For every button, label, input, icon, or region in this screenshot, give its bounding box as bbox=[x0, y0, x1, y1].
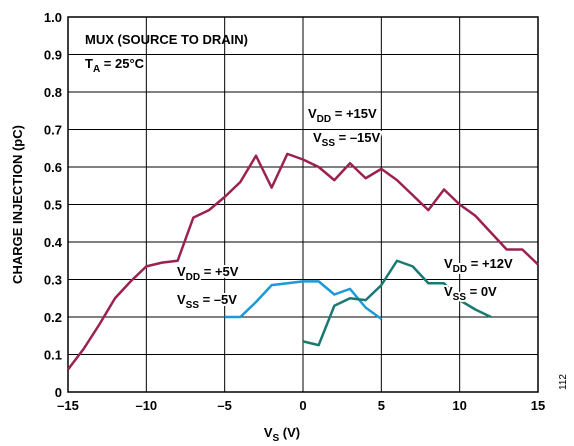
chart-subtitle-main: T bbox=[85, 56, 93, 71]
figure-number: 112 bbox=[558, 374, 569, 390]
annotation-main: V bbox=[444, 256, 453, 271]
data-line bbox=[302, 259, 492, 347]
annotation-sub: DD bbox=[317, 114, 331, 125]
annotation: VSS = –5V bbox=[177, 292, 237, 311]
plot-frame bbox=[67, 16, 539, 393]
annotation: VDD = +15V bbox=[308, 106, 377, 125]
annotation-sub: SS bbox=[186, 300, 200, 311]
y-tick-label: 1.0 bbox=[44, 10, 62, 25]
y-tick-label: 0.4 bbox=[44, 235, 63, 250]
chart-subtitle-sub: A bbox=[93, 64, 100, 75]
annotation-sub: DD bbox=[186, 272, 200, 283]
y-tick-label: 0.3 bbox=[44, 273, 62, 288]
annotation-main: V bbox=[308, 106, 317, 121]
y-tick-label: 0.1 bbox=[44, 348, 62, 363]
x-tick-label: –15 bbox=[57, 398, 79, 413]
x-tick-label: 15 bbox=[531, 398, 545, 413]
y-tick-label: 0.8 bbox=[44, 85, 62, 100]
chart-subtitle-rest: = 25°C bbox=[100, 56, 144, 71]
x-tick-label: –5 bbox=[217, 398, 231, 413]
data-line bbox=[224, 280, 383, 320]
x-tick-label: –10 bbox=[135, 398, 157, 413]
chart-title: MUX (SOURCE TO DRAIN) bbox=[85, 32, 248, 47]
annotation-rest: = +15V bbox=[331, 106, 377, 121]
x-tick-label: 10 bbox=[452, 398, 466, 413]
y-axis-label: CHARGE INJECTION (pC) bbox=[10, 125, 25, 284]
x-tick-label: 5 bbox=[378, 398, 385, 413]
annotation-main: V bbox=[177, 264, 186, 279]
x-axis-label-main: V bbox=[264, 425, 273, 440]
annotation-sub: SS bbox=[322, 138, 336, 149]
annotation-rest: = –15V bbox=[335, 130, 381, 145]
y-tick-label: 0.2 bbox=[44, 310, 62, 325]
annotation-rest: = +5V bbox=[200, 264, 239, 279]
annotation-main: V bbox=[177, 292, 186, 307]
annotation-sub: DD bbox=[453, 264, 467, 275]
annotation: VDD = +12V bbox=[444, 256, 513, 275]
y-tick-label: 0.6 bbox=[44, 160, 62, 175]
annotation-main: V bbox=[444, 284, 453, 299]
annotation-sub: SS bbox=[453, 292, 467, 303]
y-tick-label: 0.7 bbox=[44, 123, 62, 138]
annotation: VDD = +5V bbox=[177, 264, 239, 283]
y-tick-label: 0 bbox=[55, 385, 62, 400]
y-tick-label: 0.5 bbox=[44, 198, 62, 213]
chart-subtitle: TA = 25°C bbox=[85, 56, 145, 75]
x-axis-label: VS (V) bbox=[264, 425, 300, 444]
x-axis-label-sub: S bbox=[273, 433, 280, 444]
annotation-main: V bbox=[313, 130, 322, 145]
annotation: VSS = –15V bbox=[313, 130, 381, 149]
annotation-rest: = 0V bbox=[466, 284, 497, 299]
y-tick-label: 0.9 bbox=[44, 48, 62, 63]
x-axis-label-rest: (V) bbox=[279, 425, 300, 440]
data-line bbox=[67, 152, 539, 371]
annotation-rest: = –5V bbox=[199, 292, 237, 307]
annotation-rest: = +12V bbox=[467, 256, 513, 271]
x-tick-label: 0 bbox=[299, 398, 306, 413]
annotation: VSS = 0V bbox=[444, 284, 497, 303]
